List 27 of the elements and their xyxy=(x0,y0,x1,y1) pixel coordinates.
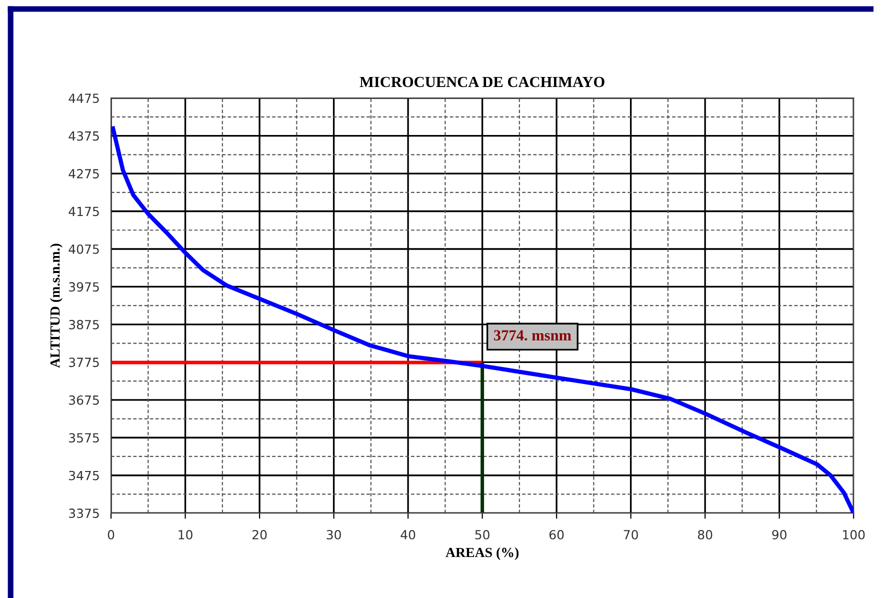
x-tick-label: 50 xyxy=(475,530,490,540)
annotation: 3774. msnm xyxy=(494,330,572,341)
y-tick-label: 3775 xyxy=(69,358,99,368)
x-tick-label: 100 xyxy=(843,530,865,540)
y-tick-label: 4075 xyxy=(68,244,99,254)
y-tick-label: 3975 xyxy=(69,282,99,292)
x-tick-label: 10 xyxy=(178,530,192,540)
chart-title: MICROCUENCA DE CACHIMAYO xyxy=(360,76,604,88)
x-tick-label: 30 xyxy=(326,530,341,540)
y-tick-label: 4375 xyxy=(68,131,99,141)
y-tick-label: 4175 xyxy=(68,206,99,216)
x-tick-label: 90 xyxy=(772,530,786,540)
y-tick-label: 4475 xyxy=(68,94,99,103)
y-tick-label: 3675 xyxy=(69,395,99,405)
y-axis-title: ALTITUD (m.s.n.m.) xyxy=(50,244,63,368)
y-tick-label: 3875 xyxy=(69,320,99,330)
x-tick-label: 0 xyxy=(108,530,114,540)
y-tick-label: 3375 xyxy=(69,508,99,518)
y-tick-label: 4275 xyxy=(68,169,99,178)
x-tick-label: 40 xyxy=(400,530,416,540)
x-tick-label: 70 xyxy=(624,530,638,540)
y-tick-label: 3475 xyxy=(69,470,99,480)
y-tick-label: 3575 xyxy=(69,433,99,443)
x-tick-label: 60 xyxy=(549,530,564,540)
x-tick-label: 20 xyxy=(252,530,267,540)
x-tick-label: 80 xyxy=(698,530,712,540)
x-axis-title: AREAS (%) xyxy=(446,547,519,560)
